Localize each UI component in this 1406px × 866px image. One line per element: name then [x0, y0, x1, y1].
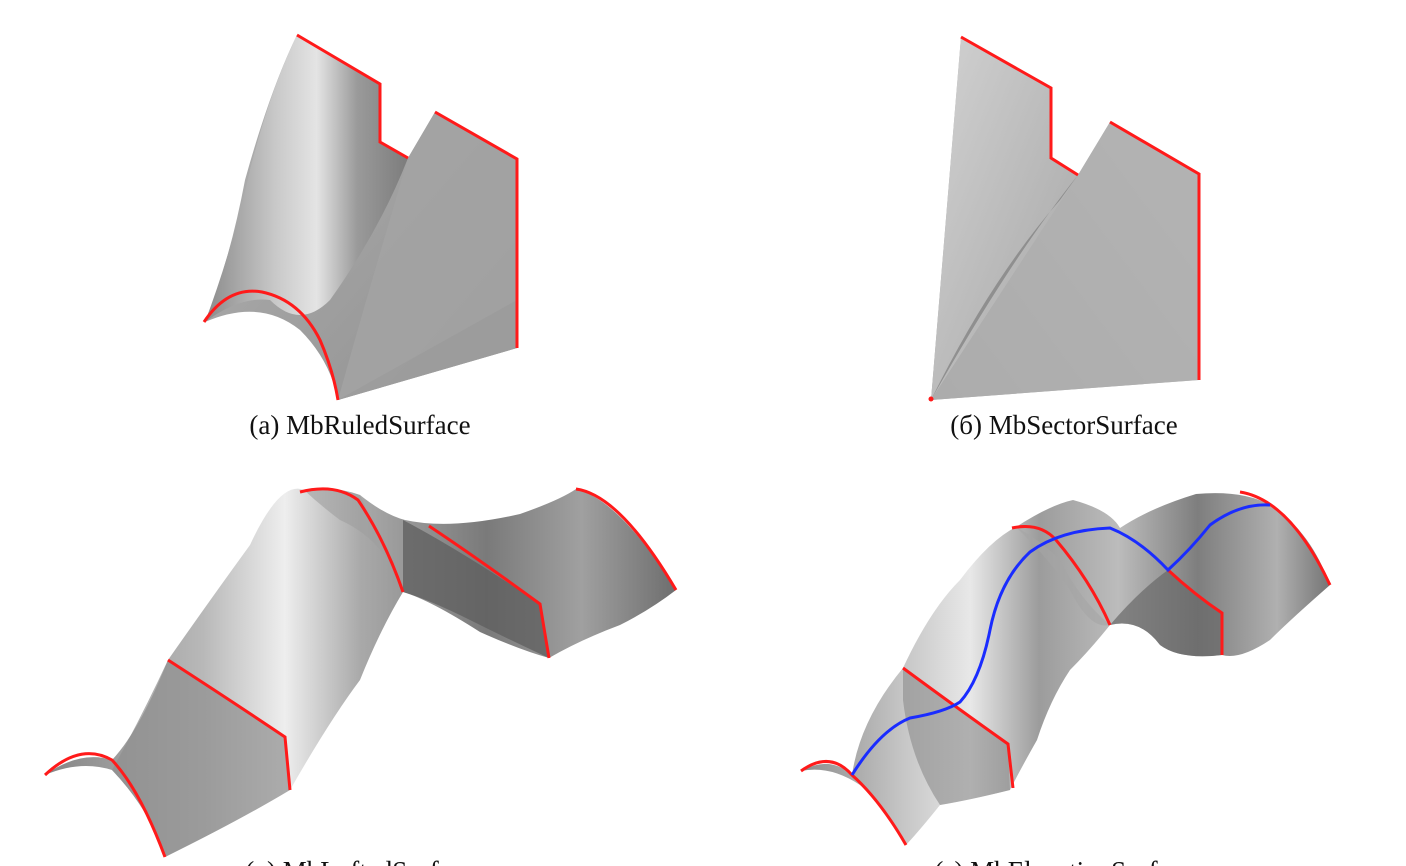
boundary-top-left-edge	[296, 33, 409, 160]
boundary-left-polyline	[960, 35, 1079, 177]
panel-c: (в) MbLoftedSurface	[43, 487, 678, 866]
section-2	[167, 658, 292, 791]
section-3	[1011, 525, 1112, 626]
elevation-surface-shape	[801, 493, 1330, 845]
caption-c: (в) MbLoftedSurface	[245, 856, 474, 866]
section-4	[428, 524, 551, 659]
section-5	[575, 487, 678, 591]
boundary-curves	[202, 33, 519, 401]
section-5	[1239, 490, 1332, 586]
boundary-arc	[202, 289, 340, 401]
boundary-curves	[43, 487, 678, 858]
panel-d: (г) MbElevationSurface	[800, 490, 1332, 866]
caption-d: (г) MbElevationSurface	[934, 856, 1193, 866]
boundary-top-right-edge	[434, 110, 519, 348]
section-1	[43, 752, 167, 858]
boundary-curves	[960, 35, 1201, 380]
caption-b: (б) MbSectorSurface	[950, 410, 1177, 440]
section-3	[299, 487, 405, 593]
panel-a: (a) MbRuledSurface	[202, 33, 519, 440]
section-4	[1166, 568, 1224, 655]
boundary-right-polyline	[1109, 120, 1201, 380]
ruled-surface-shape	[205, 35, 517, 400]
sector-surface-shape	[931, 37, 1199, 400]
lofted-surface-shape	[45, 488, 676, 857]
caption-a: (a) MbRuledSurface	[249, 410, 470, 440]
guide-curve	[850, 503, 1271, 776]
apex-point	[928, 396, 934, 402]
section-2	[902, 666, 1015, 789]
panel-b: (б) MbSectorSurface	[928, 35, 1201, 440]
section-1	[800, 760, 908, 846]
boundary-curves	[800, 490, 1332, 846]
